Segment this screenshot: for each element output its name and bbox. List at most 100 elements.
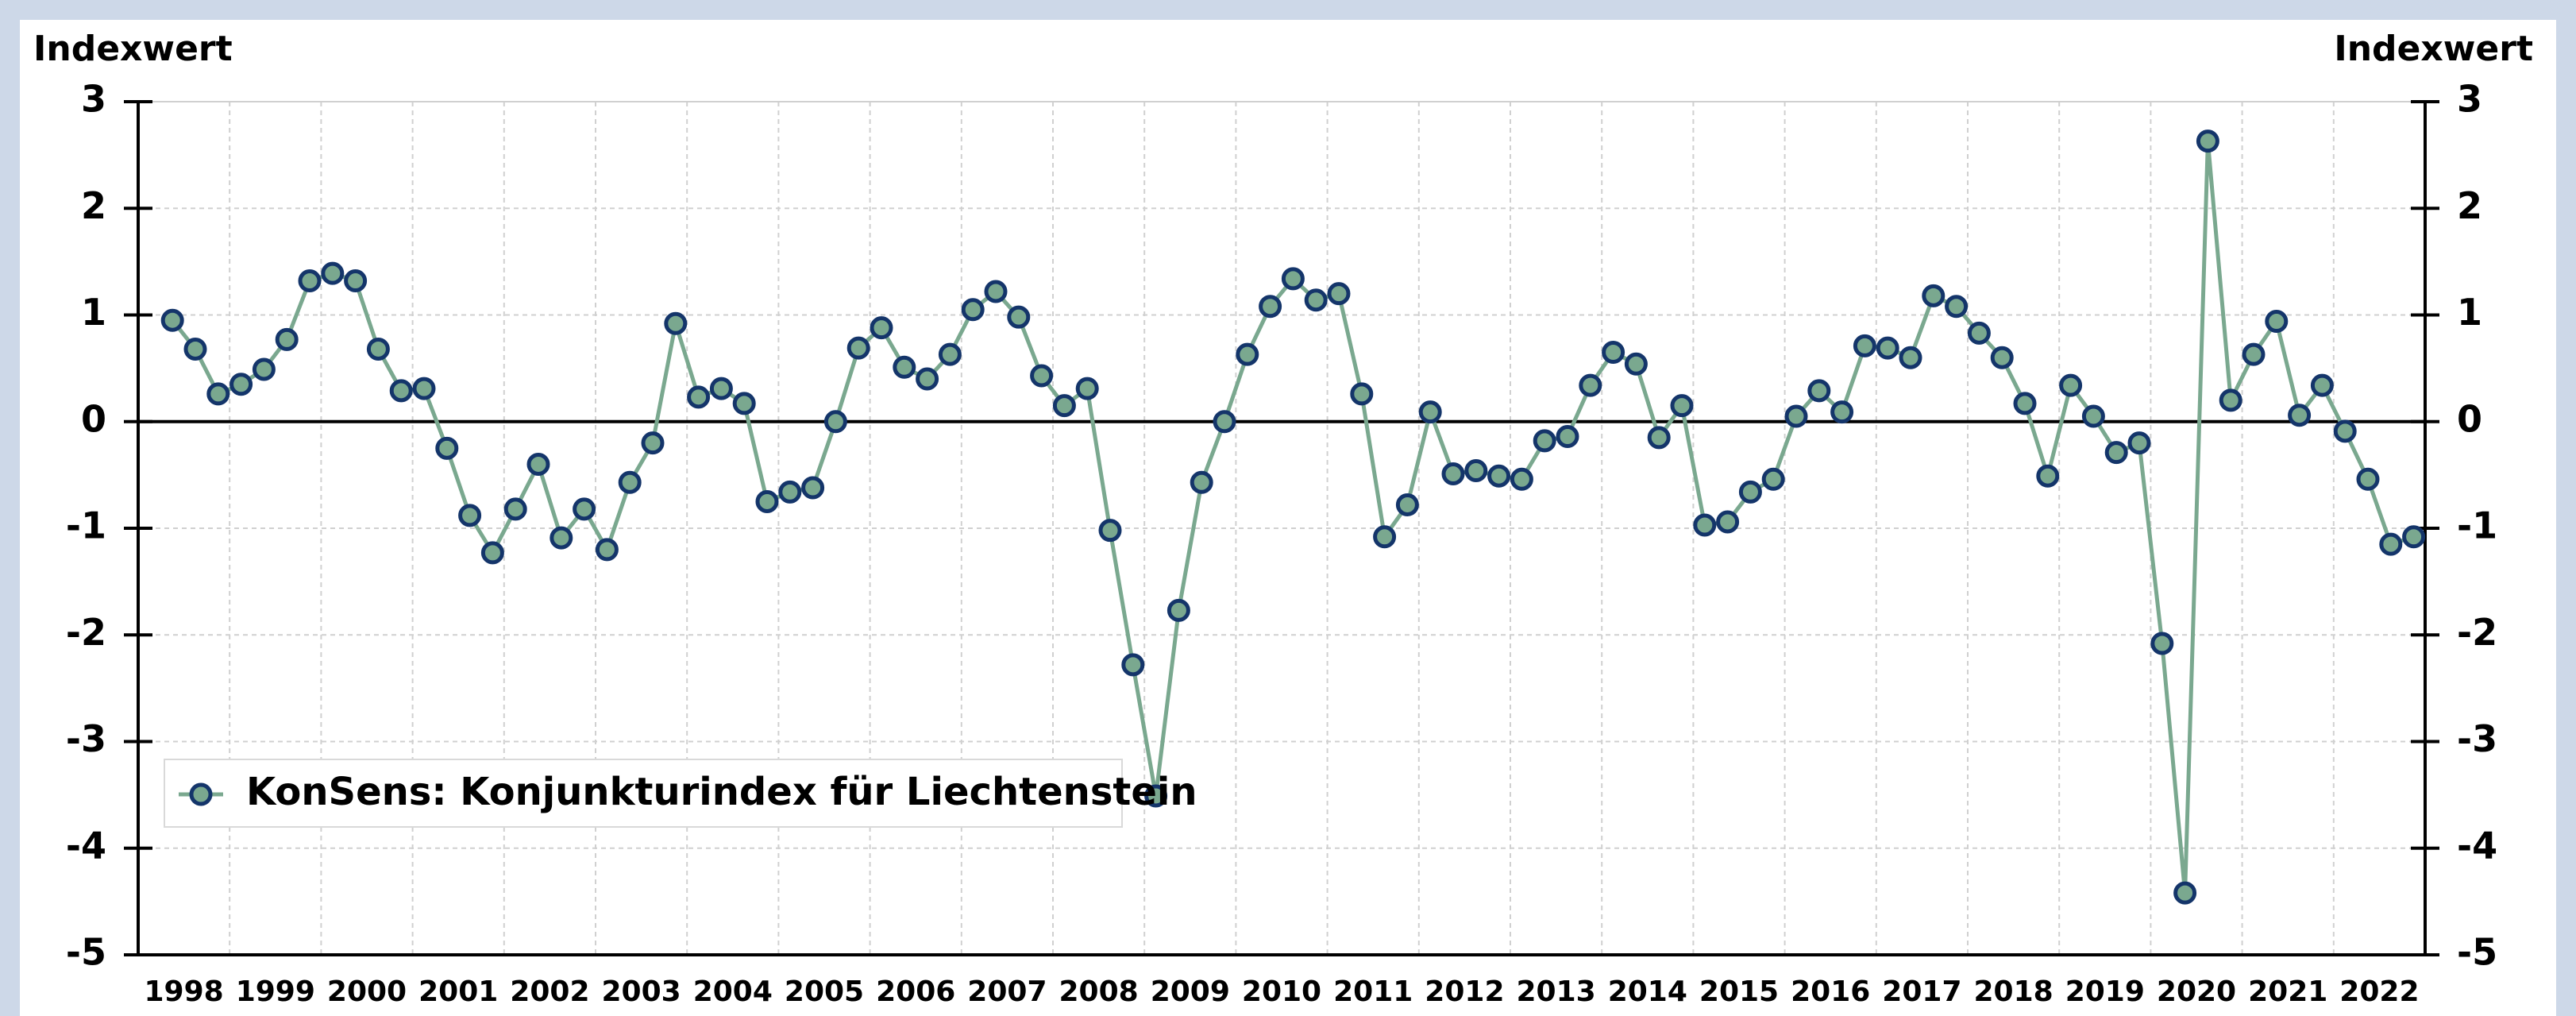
y-tick-label: -5 — [66, 931, 106, 974]
data-point — [1144, 784, 1168, 808]
data-point — [2219, 388, 2242, 412]
data-point — [412, 377, 436, 400]
x-tick-label: 2017 — [1882, 975, 1961, 1008]
data-point — [573, 497, 596, 521]
y2-tick-label: -2 — [2457, 611, 2497, 654]
x-tick-label: 2015 — [1699, 975, 1779, 1008]
data-point — [366, 337, 390, 361]
x-tick-label: 2009 — [1151, 975, 1230, 1008]
data-point — [664, 311, 688, 335]
data-point — [2059, 373, 2083, 397]
data-point — [732, 392, 756, 415]
x-tick-label: 2003 — [601, 975, 681, 1008]
legend-box — [164, 759, 1123, 828]
data-point — [1945, 295, 1969, 319]
data-point — [2265, 310, 2289, 334]
data-point — [1830, 400, 1854, 424]
x-tick-label: 2019 — [2065, 975, 2145, 1008]
data-point — [435, 436, 459, 460]
data-point — [2242, 342, 2266, 366]
data-point — [2402, 525, 2426, 549]
data-point — [2173, 881, 2197, 905]
x-tick-label: 2016 — [1791, 975, 1870, 1008]
data-point — [2036, 464, 2060, 488]
data-point — [1304, 288, 1328, 312]
data-point — [1464, 459, 1488, 483]
data-point — [916, 367, 939, 391]
x-tick-label: 1998 — [144, 975, 223, 1008]
x-tick-label: 2018 — [1973, 975, 2053, 1008]
y-tick-label: 1 — [81, 291, 106, 334]
y2-tick-label: -4 — [2457, 824, 2497, 867]
data-point — [1556, 425, 1579, 449]
data-point — [298, 269, 322, 293]
data-point — [1167, 598, 1190, 622]
data-point — [1647, 426, 1671, 450]
data-point — [1281, 267, 1305, 291]
x-tick-label: 2011 — [1333, 975, 1413, 1008]
data-point — [275, 327, 299, 351]
data-point — [550, 526, 573, 550]
data-point — [1990, 346, 2014, 369]
data-point — [595, 538, 619, 562]
data-point — [2150, 632, 2174, 655]
x-tick-label: 2008 — [1059, 975, 1138, 1008]
data-point — [321, 261, 345, 285]
data-point — [1876, 336, 1899, 360]
x-tick-label: 2001 — [418, 975, 498, 1008]
y2-tick-label: 0 — [2457, 397, 2482, 440]
data-point — [2013, 392, 2037, 415]
data-point — [1441, 462, 1465, 486]
data-point — [2288, 404, 2312, 427]
data-point — [778, 480, 802, 504]
x-tick-label: 2013 — [1516, 975, 1595, 1008]
x-tick-label: 2012 — [1425, 975, 1504, 1008]
y2-axis-title: Indexwert — [2334, 29, 2533, 69]
x-tick-label: 1999 — [236, 975, 315, 1008]
data-point — [641, 431, 665, 455]
data-point — [1121, 653, 1145, 677]
data-point — [1533, 429, 1556, 453]
data-point — [1236, 342, 1259, 366]
data-point — [893, 355, 916, 379]
data-point — [1579, 373, 1602, 397]
data-point — [183, 337, 207, 361]
data-point — [1716, 510, 1740, 534]
data-point — [1853, 334, 1876, 357]
chart-panel — [20, 20, 2556, 1016]
data-point — [206, 382, 230, 406]
y2-tick-label: 2 — [2457, 184, 2482, 227]
x-tick-label: 2022 — [2339, 975, 2419, 1008]
x-tick-label: 2007 — [967, 975, 1047, 1008]
data-point — [1350, 382, 1374, 406]
data-point — [1922, 284, 1945, 307]
data-point — [2310, 373, 2334, 397]
data-point — [2081, 404, 2105, 428]
data-point — [801, 476, 825, 500]
data-point — [1784, 404, 1808, 428]
data-point — [1510, 467, 1533, 491]
data-point — [846, 336, 870, 360]
data-point — [2333, 419, 2357, 443]
x-tick-label: 2004 — [693, 975, 773, 1008]
y-tick-label: 2 — [81, 184, 106, 227]
x-tick-label: 2014 — [1608, 975, 1687, 1008]
data-point — [229, 373, 253, 396]
x-tick-label: 2000 — [327, 975, 407, 1008]
data-point — [618, 470, 642, 494]
data-point — [2356, 467, 2380, 491]
data-point — [480, 541, 504, 565]
data-point — [1899, 346, 1922, 369]
data-point — [1190, 470, 1213, 494]
y2-tick-label: -1 — [2457, 504, 2497, 547]
data-point — [1395, 493, 1419, 516]
data-point — [687, 385, 711, 409]
data-point — [1738, 480, 1762, 504]
data-point — [344, 269, 368, 293]
data-point — [2104, 441, 2128, 465]
data-point — [160, 308, 184, 332]
data-point — [1259, 295, 1282, 319]
data-point — [2196, 129, 2219, 153]
data-point — [1075, 377, 1099, 400]
